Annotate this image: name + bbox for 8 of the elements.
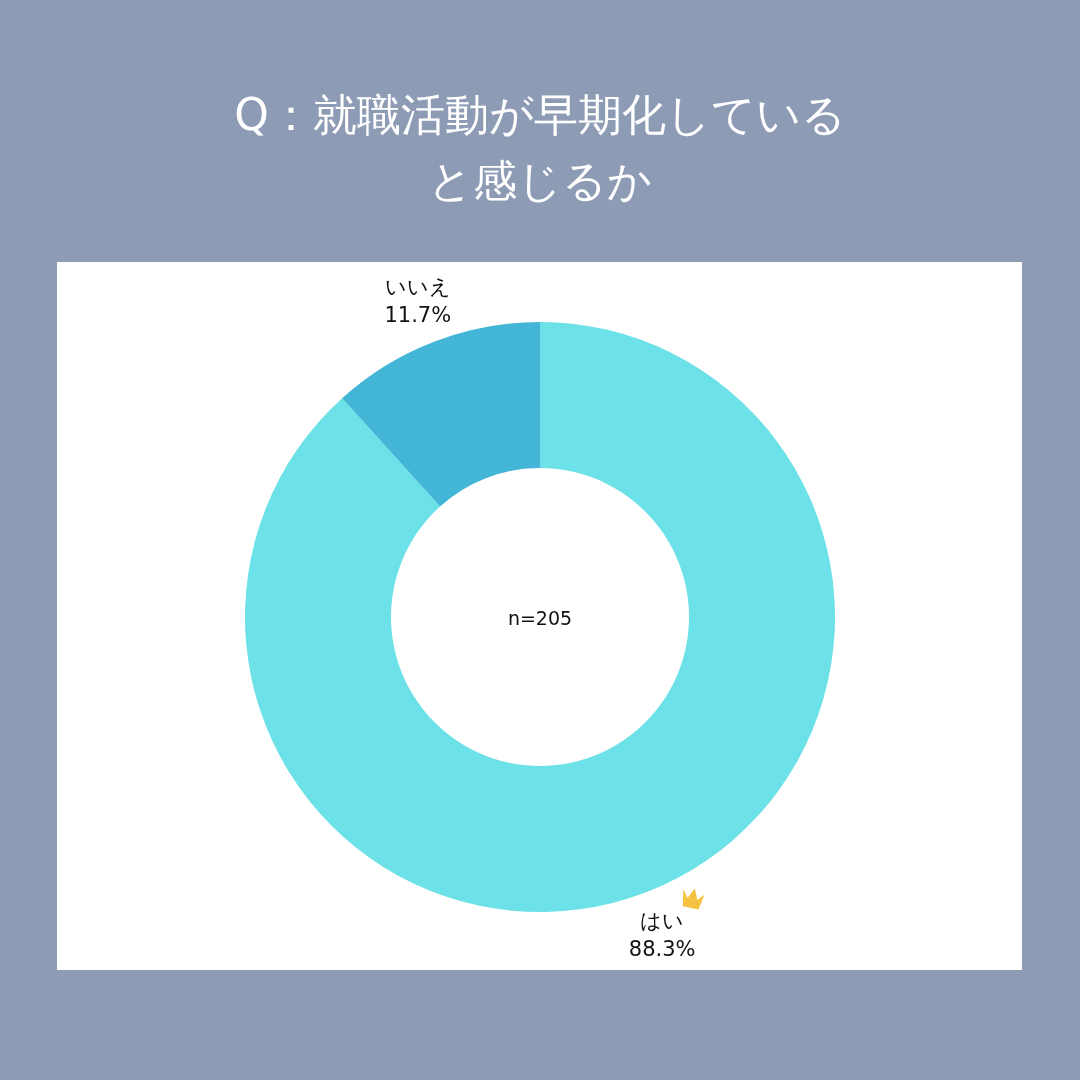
slice-label: はい	[640, 909, 685, 934]
text: n=205	[507, 607, 573, 629]
donut-slice	[245, 322, 835, 912]
slice-label: いいえ	[384, 274, 451, 299]
donut-slice	[342, 322, 540, 507]
chart-title: Q：就職活動が早期化していると感じるか	[234, 89, 846, 206]
data-label: 88.3%	[628, 937, 696, 962]
data-label: 11.7%	[384, 302, 452, 327]
